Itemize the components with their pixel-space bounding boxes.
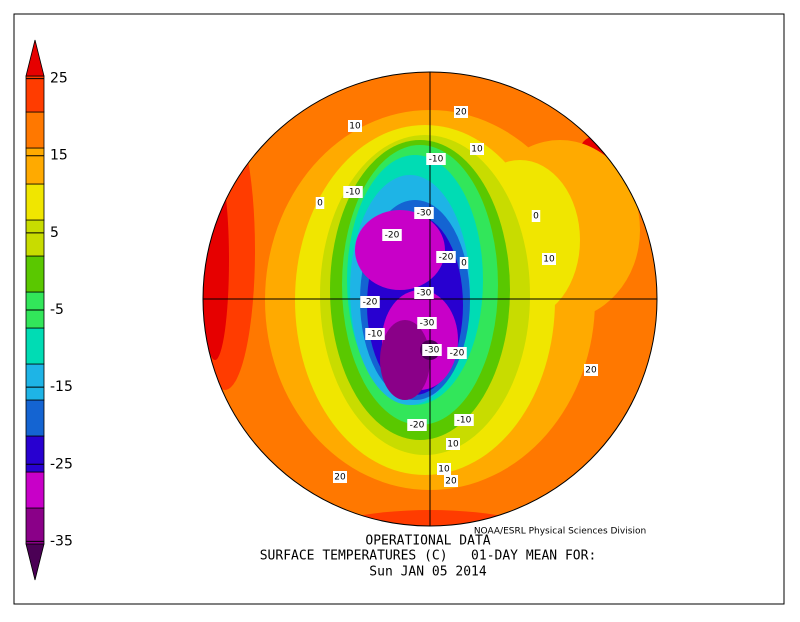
contour-label: -10 <box>429 155 444 165</box>
contour-label-bg <box>407 419 427 431</box>
colorbar-band <box>25 435 45 473</box>
contour-label: -20 <box>363 298 378 308</box>
colorbar-tick-label: -5 <box>50 302 64 318</box>
contour-label: 20 <box>585 366 597 376</box>
colorbar-band <box>25 471 45 509</box>
contour-label: 10 <box>471 145 483 155</box>
colorbar-tick-label: -15 <box>50 379 73 395</box>
contour-label: 10 <box>543 255 555 265</box>
contour-label-bg <box>447 347 467 359</box>
contour-label: -10 <box>346 188 361 198</box>
contour-label-bg <box>360 296 380 308</box>
contour-label-bg <box>454 414 474 426</box>
contour-label-bg <box>414 287 434 299</box>
contour-label-bg <box>417 317 437 329</box>
contour-label-bg <box>542 253 556 265</box>
contour-label-bg <box>315 197 325 209</box>
contour-label-bg <box>333 471 347 483</box>
contour-label-bg <box>348 120 362 132</box>
colorbar-tick-label: -25 <box>50 456 73 472</box>
colorbar-band <box>25 255 45 293</box>
contour-label: -10 <box>368 330 383 340</box>
contour-label-bg <box>584 364 598 376</box>
contour-label: -30 <box>425 346 440 356</box>
contour-label: -20 <box>450 349 465 359</box>
colorbar-band <box>25 75 45 113</box>
contour-label: -20 <box>410 421 425 431</box>
contour-label: 10 <box>349 122 361 132</box>
colorbar-tick-label: 5 <box>50 225 59 241</box>
colorbar-band <box>25 147 45 185</box>
colorbar-band <box>25 399 45 437</box>
colorbar-band <box>25 327 45 365</box>
colorbar-band <box>25 219 45 257</box>
colorbar-tick-label: 15 <box>50 148 68 164</box>
contour-label: -20 <box>439 253 454 263</box>
caption-line: Sun JAN 05 2014 <box>369 565 487 580</box>
contour-label: 10 <box>438 465 450 475</box>
contour-label: 0 <box>533 212 539 222</box>
contour-label-bg <box>343 186 363 198</box>
contour-label: 20 <box>455 108 467 118</box>
contour-label: -20 <box>385 231 400 241</box>
credit: NOAA/ESRL Physical Sciences Division <box>474 527 646 537</box>
contour-label-bg <box>422 344 442 356</box>
contour-label: 20 <box>445 477 457 487</box>
contour-label: -30 <box>417 289 432 299</box>
colorbar-band <box>25 507 45 545</box>
contour-label-bg <box>454 106 468 118</box>
contour-label: 10 <box>447 440 459 450</box>
contour-label-bg <box>437 463 451 475</box>
caption-line: OPERATIONAL DATA <box>365 534 490 549</box>
colorbar-band <box>25 111 45 149</box>
contour-label-bg <box>531 210 541 222</box>
map-rim <box>202 71 658 527</box>
contour-labels: 20 10 -10 10 -10 0 -30 -20 0 -20 0 10 -20 -30 -10 -30 -3… <box>315 106 598 487</box>
contour-label-bg <box>470 143 484 155</box>
contour-label-bg <box>414 207 434 219</box>
contour-label: -10 <box>457 416 472 426</box>
contour-label-bg <box>365 328 385 340</box>
contour-label: 0 <box>317 199 323 209</box>
contour-label-bg <box>426 153 446 165</box>
contour-label: -30 <box>420 319 435 329</box>
contour-label: 0 <box>461 259 467 269</box>
contour-label-bg <box>459 257 469 269</box>
colorbar-tick-label: -35 <box>50 533 73 549</box>
colorbar-band <box>25 39 45 77</box>
colorbar-band <box>25 183 45 221</box>
contour-label-bg <box>444 475 458 487</box>
contour-label-bg <box>436 251 456 263</box>
contour-label: 20 <box>334 473 346 483</box>
colorbar: 25 15 5 -5 -15 -25 -35 <box>25 39 73 581</box>
contour-label-bg <box>446 438 460 450</box>
colorbar-band <box>25 363 45 401</box>
contour-label: -30 <box>417 209 432 219</box>
colorbar-tick-label: 25 <box>50 71 68 87</box>
caption-line: SURFACE TEMPERATURES (C) 01-DAY MEAN FOR… <box>260 549 597 564</box>
contour-label-bg <box>382 229 402 241</box>
